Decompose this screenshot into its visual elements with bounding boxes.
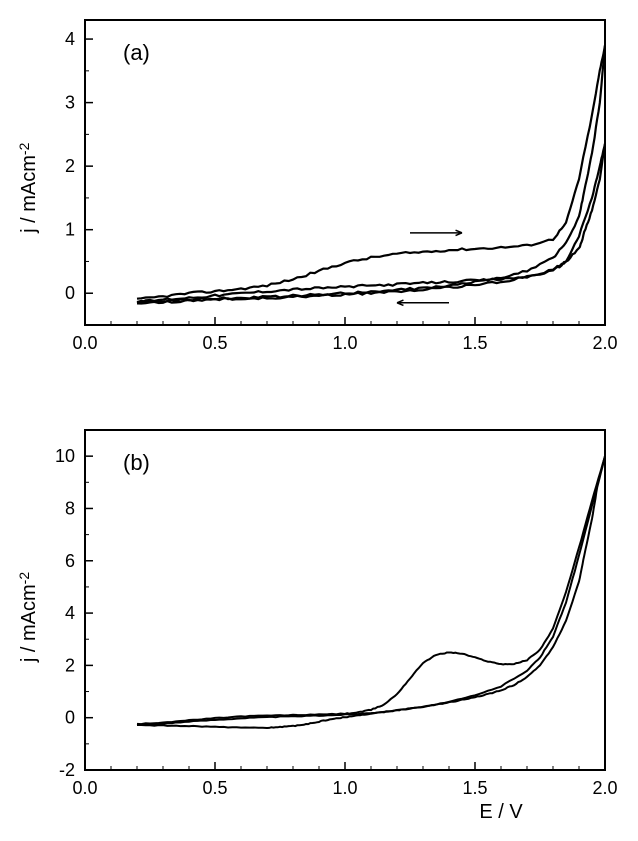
xtick-label: 1.0: [332, 778, 357, 798]
xtick-label: 1.5: [462, 778, 487, 798]
ytick-label: 10: [55, 446, 75, 466]
cv-trace: [137, 144, 605, 303]
xtick-label: 2.0: [592, 778, 617, 798]
xtick-label: 0.5: [202, 778, 227, 798]
plot-frame: [85, 20, 605, 325]
ytick-label: 2: [65, 156, 75, 176]
xtick-label: 0.0: [72, 333, 97, 353]
cv-trace: [137, 456, 605, 724]
plot-frame: [85, 430, 605, 770]
cv-trace: [137, 144, 605, 304]
y-axis-label: j / mAcm-2: [16, 572, 40, 663]
cv-trace: [137, 45, 605, 298]
xtick-label: 0.5: [202, 333, 227, 353]
cv-figure: 0.0 0.5 1.0 1.5 2.0 0 1 2 3 4 j / mAcm-2 (a) 0.0 0.5 1…: [0, 0, 638, 841]
x-axis-label: E / V: [479, 801, 523, 823]
ytick-label: 0: [65, 283, 75, 303]
xtick-label: 0.0: [72, 778, 97, 798]
panel-label: (a): [123, 40, 150, 65]
ytick-label: 2: [65, 655, 75, 675]
cv-trace: [137, 456, 605, 725]
ytick-label: -2: [59, 760, 75, 780]
cv-trace: [137, 45, 605, 302]
xtick-label: 1.0: [332, 333, 357, 353]
ytick-label: 8: [65, 498, 75, 518]
ytick-label: 4: [65, 29, 75, 49]
xtick-label: 2.0: [592, 333, 617, 353]
ytick-label: 3: [65, 93, 75, 113]
ytick-label: 1: [65, 220, 75, 240]
cv-trace: [137, 456, 605, 728]
ytick-label: 0: [65, 708, 75, 728]
xtick-label: 1.5: [462, 333, 487, 353]
y-axis-label: j / mAcm-2: [16, 142, 40, 233]
ytick-label: 6: [65, 551, 75, 571]
panel-label: (b): [123, 450, 150, 475]
ytick-label: 4: [65, 603, 75, 623]
